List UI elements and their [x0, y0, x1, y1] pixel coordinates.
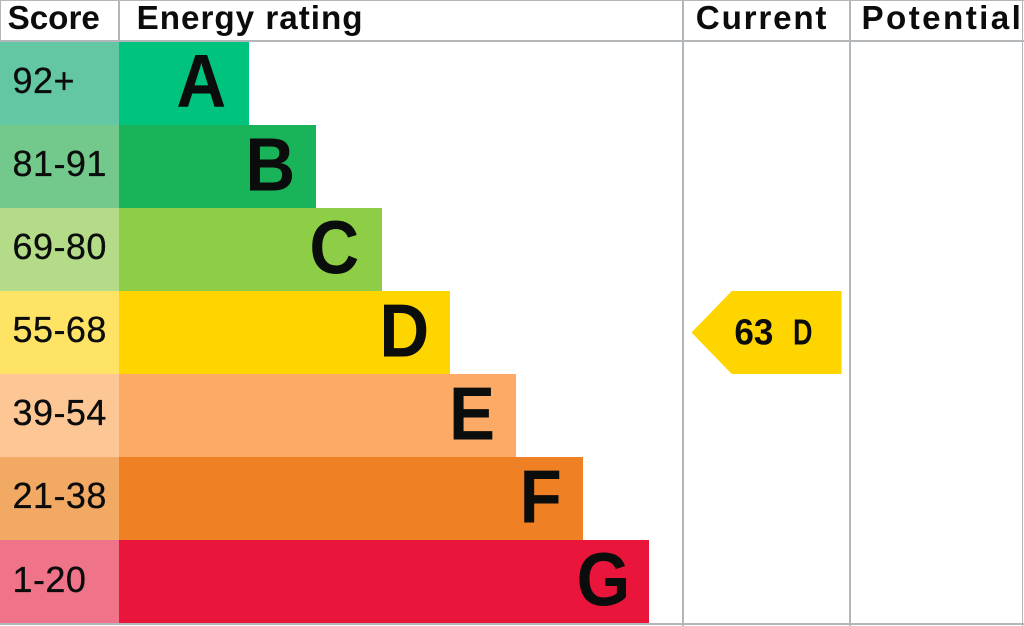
svg-text:D: D	[793, 311, 812, 352]
svg-text:63: 63	[734, 311, 773, 352]
